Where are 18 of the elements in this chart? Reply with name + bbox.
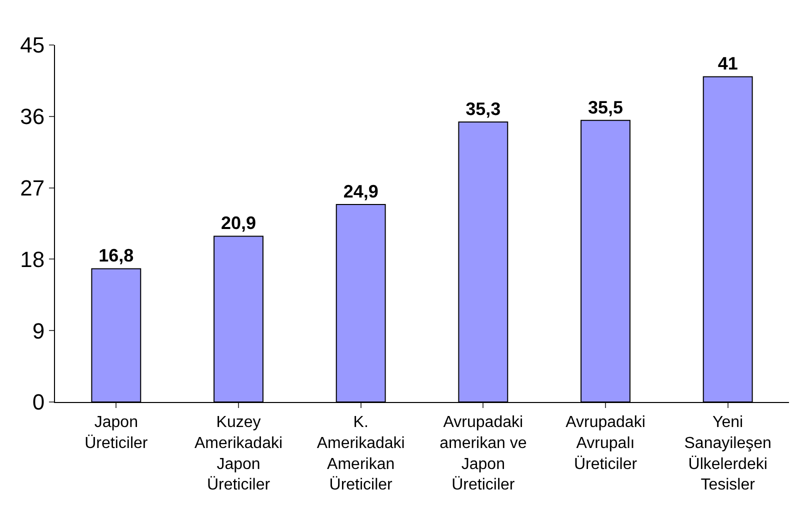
data-label: 35,3 — [466, 98, 501, 119]
data-label: 16,8 — [98, 246, 134, 266]
data-label: 35,5 — [588, 97, 624, 118]
y-tick-label: 36 — [20, 104, 45, 130]
data-label: 41 — [718, 54, 738, 74]
data-label: 24,9 — [343, 181, 378, 202]
x-tick-label: Avrupadaki Avrupalı Üreticiler — [566, 414, 646, 473]
y-tick-label: 0 — [32, 390, 45, 415]
y-tick-label: 9 — [32, 318, 45, 344]
x-tick-label: Yeni Sanayileşen Ülkelerdeki Tesisler — [684, 414, 772, 494]
y-tick-label: 27 — [20, 176, 45, 200]
y-tick-label: 18 — [20, 246, 45, 272]
data-label: 20,9 — [220, 213, 256, 234]
x-tick-label: Kuzey Amerikadaki Japon Üreticiler — [194, 414, 283, 494]
x-tick-label: Avrupadaki amerikan ve Japon Üreticiler — [440, 414, 527, 494]
x-tick-label: K. Amerikadaki Amerikan Üreticiler — [316, 414, 405, 494]
y-tick-label: 45 — [20, 32, 45, 58]
x-tick-label: Japon Üreticiler — [84, 414, 148, 452]
